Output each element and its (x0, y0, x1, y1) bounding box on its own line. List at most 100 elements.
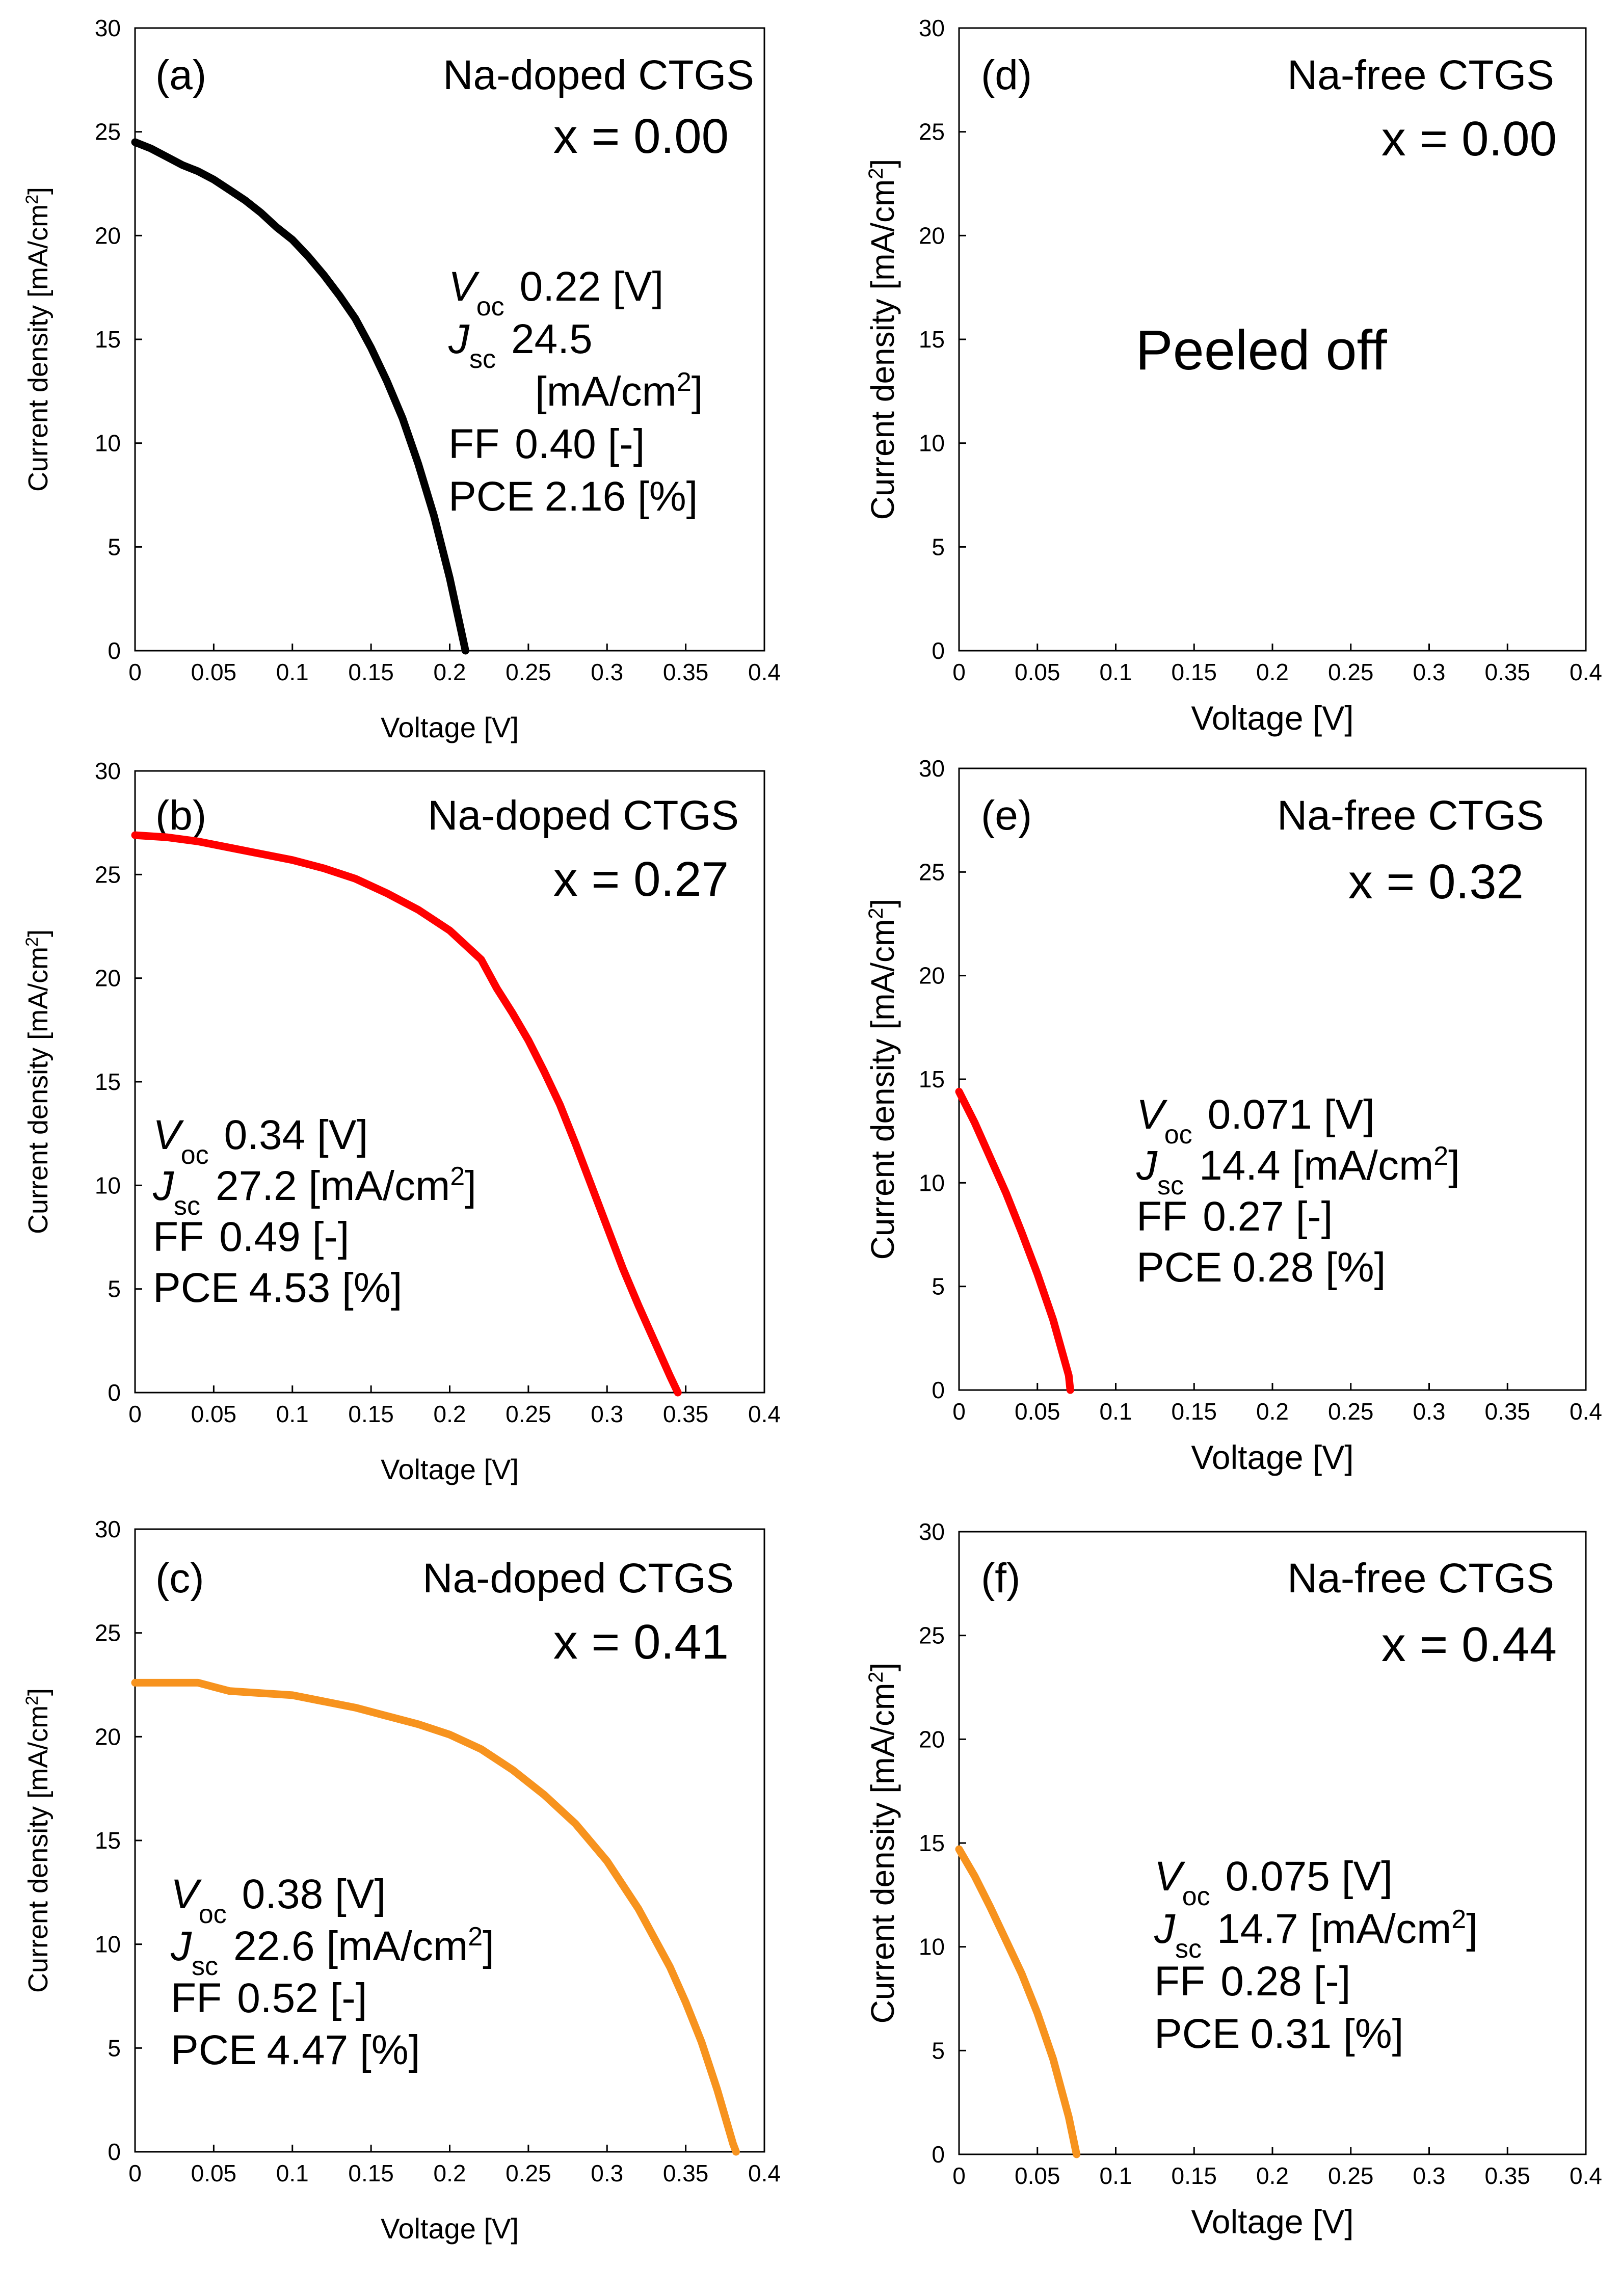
x-tick-label-a: 0.2 (434, 659, 466, 685)
y-axis-label-bracket: ] (864, 159, 901, 168)
ff-annotation-a: FF 0.40 [-] (448, 421, 645, 467)
panel-subtitle-d: x = 0.00 (1381, 112, 1557, 166)
x-tick-label-a: 0.25 (506, 659, 551, 685)
panel-title-f: Na-free CTGS (1287, 1555, 1554, 1601)
x-tick-label-b: 0.05 (191, 1401, 237, 1427)
y-axis-label-bracket: ] (864, 1663, 901, 1672)
x-tick-label-f: 0.25 (1328, 2162, 1374, 2189)
data-point-a (336, 292, 343, 300)
voc-annotation-e: Voc 0.071 [V] (1136, 1091, 1375, 1150)
data-point-b (194, 838, 202, 845)
x-tick-label-c: 0.25 (506, 2160, 551, 2186)
data-point-e (1033, 1270, 1041, 1278)
jv-curve-f (955, 1845, 1081, 2158)
panel-note-d: Peeled off (1135, 319, 1387, 382)
voc-annotation-b: Voc 0.34 [V] (153, 1112, 368, 1170)
data-point-c (163, 1679, 170, 1687)
data-point-c (698, 2038, 705, 2046)
jsc-unit-superscript: 2 (677, 367, 692, 397)
voc-value: 0.075 [V] (1226, 1853, 1393, 1900)
y-tick-label-f: 30 (919, 1518, 945, 1545)
y-tick-label-e: 0 (932, 1377, 945, 1403)
x-tick-label-e: 0.35 (1484, 1398, 1530, 1425)
y-tick-label-d: 5 (932, 533, 945, 560)
y-axis-label-text: Current density [mA/cm (864, 1683, 901, 2024)
x-tick-label-b: 0.35 (663, 1401, 709, 1427)
x-axis-label-a: Voltage [V] (381, 711, 519, 743)
data-point-e (1018, 1229, 1025, 1236)
panel-d: 0 0.05 0.1 0.15 0.2 0.25 0.3 0.35 0.4 0 5 10 15 20 25 3… (864, 15, 1602, 737)
jsc-symbol: J (152, 1163, 174, 1209)
data-point-b (650, 1337, 658, 1345)
y-axis-label-a: Current density [mA/cm2] (22, 187, 54, 492)
data-point-b (446, 927, 454, 935)
y-axis-label-bracket: ] (864, 899, 901, 908)
data-point-a (320, 271, 328, 279)
panel-subtitle-c: x = 0.41 (553, 1615, 729, 1669)
panel-label-f: (f) (981, 1555, 1020, 1601)
x-tick-label-a: 0 (128, 659, 142, 685)
pce-annotation-f: PCE 0.31 [%] (1154, 2011, 1403, 2057)
ff-symbol: FF (153, 1214, 204, 1260)
data-point-c (713, 2086, 721, 2093)
data-point-c (446, 1731, 454, 1739)
x-tick-label-d: 0.25 (1328, 659, 1374, 685)
data-point-b (619, 1265, 627, 1272)
x-tick-label-e: 0.15 (1171, 1398, 1217, 1425)
data-point-b (257, 850, 264, 858)
panel-label-b: (b) (155, 792, 206, 839)
data-point-b (163, 834, 170, 841)
data-point-b (320, 865, 328, 872)
pce-annotation-a: PCE 2.16 [%] (448, 473, 698, 520)
data-point-a (242, 197, 249, 204)
panel-f: 0 0.05 0.1 0.15 0.2 0.25 0.3 0.35 0.4 0 5 10 15 20 25 3… (864, 1518, 1602, 2240)
ff-symbol: FF (171, 1975, 222, 2021)
jsc-symbol: J (170, 1923, 192, 1969)
data-point-a (257, 209, 264, 217)
x-tick-label-d: 0.3 (1413, 659, 1446, 685)
x-tick-label-f: 0.05 (1015, 2162, 1060, 2189)
y-axis-label-superscript: 2 (865, 907, 887, 919)
voc-symbol: V (153, 1112, 184, 1158)
ff-symbol: FF (1136, 1193, 1187, 1240)
x-tick-label-c: 0.2 (434, 2160, 466, 2186)
data-point-b (556, 1101, 564, 1108)
jsc-value: 24.5 (511, 316, 593, 362)
data-point-a (414, 460, 422, 468)
panel-label-a: (a) (155, 52, 206, 98)
voc-value: 0.34 [V] (224, 1112, 368, 1158)
data-point-a (288, 236, 296, 244)
x-tick-label-e: 0.25 (1328, 1398, 1374, 1425)
y-tick-label-e: 10 (919, 1169, 945, 1196)
jsc-symbol: J (1154, 1906, 1176, 1952)
data-point-b (635, 1302, 642, 1310)
data-point-e (971, 1119, 978, 1127)
ff-annotation-f: FF 0.28 [-] (1154, 1958, 1350, 2005)
data-point-b (588, 1182, 595, 1189)
x-tick-label-a: 0.4 (748, 659, 781, 685)
y-tick-label-a: 5 (108, 533, 121, 560)
data-point-c (320, 1698, 328, 1705)
y-tick-label-c: 15 (95, 1827, 121, 1854)
jsc-annotation-e: Jsc 14.4 [mA/cm2] (1136, 1141, 1460, 1200)
y-tick-label-d: 30 (919, 15, 945, 41)
y-axis-label-text: Current density [mA/cm (23, 947, 54, 1234)
y-tick-label-c: 20 (95, 1723, 121, 1750)
x-tick-label-a: 0.3 (591, 659, 623, 685)
panel-b: 0 0.05 0.1 0.15 0.2 0.25 0.3 0.35 0.4 0 5 10 15 20 25 3… (22, 758, 781, 1485)
y-tick-label-d: 0 (932, 637, 945, 664)
y-axis-label-superscript: 2 (22, 195, 42, 204)
x-tick-label-d: 0.2 (1256, 659, 1289, 685)
data-point-a (383, 377, 390, 385)
x-tick-label-c: 0 (128, 2160, 142, 2186)
x-tick-label-a: 0.15 (348, 659, 394, 685)
data-point-e (1065, 1372, 1073, 1379)
jsc-unit-superscript: 2 (468, 1922, 483, 1952)
data-point-a (398, 414, 406, 422)
pce-value: 4.47 [%] (267, 2027, 420, 2073)
x-tick-label-e: 0.2 (1256, 1398, 1289, 1425)
data-point-c (666, 1963, 674, 1971)
data-point-f (971, 1873, 978, 1880)
jv-curve-a (131, 138, 469, 655)
jsc-unit-superscript: 2 (450, 1162, 465, 1191)
